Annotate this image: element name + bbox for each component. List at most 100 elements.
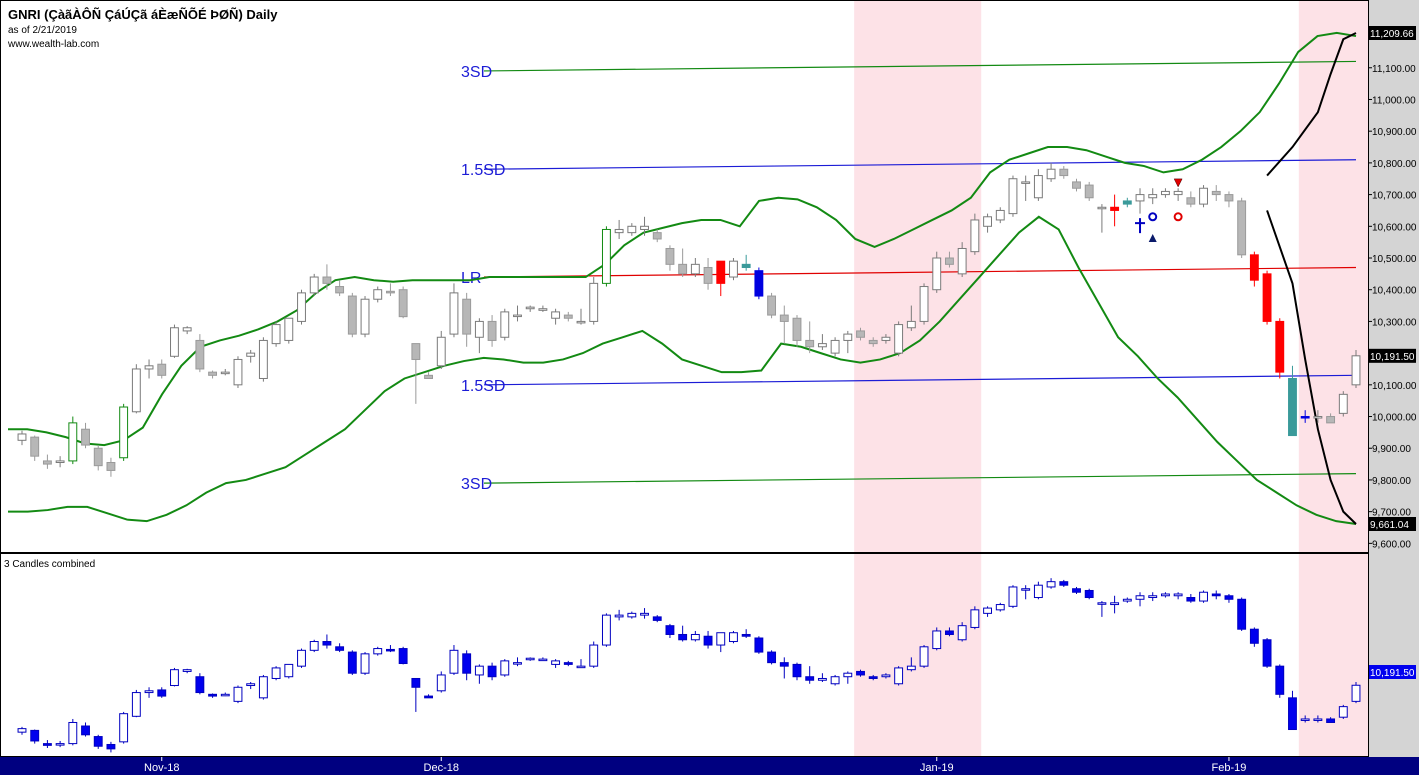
date-tick-label: Nov-18 bbox=[144, 762, 179, 774]
combined-candle-body bbox=[640, 612, 649, 616]
price-tick-label: 9,700.00 bbox=[1372, 508, 1411, 519]
combined-candle-body bbox=[932, 630, 942, 650]
candle-body bbox=[817, 343, 827, 348]
candle-body bbox=[42, 460, 52, 465]
channel-label: 1.5SD bbox=[461, 378, 505, 395]
last-value-projection-bottom-box bbox=[1369, 517, 1416, 531]
candle-body bbox=[576, 320, 586, 324]
combined-candle-body bbox=[843, 672, 853, 678]
combined-candle-body bbox=[17, 728, 27, 733]
last-value-close-box bbox=[1369, 348, 1416, 363]
candle-body bbox=[906, 320, 916, 329]
combined-candle-body bbox=[589, 644, 599, 667]
price-axis: 11,100.00 11,000.00 10,900.00 10,800.00 10,7… bbox=[1368, 64, 1417, 550]
bollinger-bands bbox=[8, 31, 1357, 526]
price-tick-label: 11,000.00 bbox=[1372, 95, 1416, 106]
price-tick-label: 9,900.00 bbox=[1372, 444, 1411, 455]
combined-candle-body bbox=[576, 665, 586, 669]
candle-body bbox=[411, 343, 421, 360]
candle-body bbox=[767, 295, 777, 316]
signal-circle bbox=[1148, 212, 1158, 222]
candle-body bbox=[1300, 416, 1310, 419]
candle-body bbox=[220, 371, 230, 375]
combined-candle-body bbox=[322, 641, 332, 646]
candle-body bbox=[945, 257, 954, 265]
candle-body bbox=[856, 330, 865, 338]
combined-candle-body bbox=[792, 663, 802, 678]
candle-body bbox=[957, 247, 967, 275]
combined-candle-body bbox=[919, 646, 929, 667]
candle-body bbox=[1072, 181, 1081, 189]
combined-candle-body bbox=[258, 676, 268, 699]
last-value-projection-bottom: 9,661.04 bbox=[1370, 520, 1409, 531]
candle-body bbox=[627, 225, 637, 234]
combined-candle-body bbox=[144, 690, 154, 694]
candle-body bbox=[106, 462, 116, 471]
combined-candle-body bbox=[462, 653, 472, 674]
combined-candle-body bbox=[754, 637, 764, 653]
candle-body bbox=[93, 447, 103, 467]
regression-line bbox=[483, 473, 1357, 484]
date-tick-label: Jan-19 bbox=[920, 762, 954, 774]
candle-body bbox=[538, 308, 548, 311]
price-tick-label: 10,500.00 bbox=[1372, 254, 1417, 265]
channel-label: 1.5SD bbox=[461, 162, 505, 179]
combined-candle-body bbox=[297, 649, 306, 667]
regression-line bbox=[483, 159, 1357, 170]
price-tick-label: 10,400.00 bbox=[1372, 286, 1417, 297]
combined-candle-body bbox=[1249, 628, 1259, 644]
combined-candle-body bbox=[487, 665, 497, 678]
candle-body bbox=[513, 314, 522, 318]
candle-body bbox=[119, 406, 129, 459]
candle-body bbox=[881, 336, 891, 341]
candle-body bbox=[1135, 194, 1145, 202]
source-link: www.wealth-lab.com bbox=[7, 39, 99, 50]
channel-label: 3SD bbox=[461, 64, 492, 81]
combined-candle-body bbox=[1033, 584, 1043, 599]
candle-body bbox=[1008, 178, 1018, 215]
price-tick-label: 10,300.00 bbox=[1372, 317, 1417, 328]
combined-candle-body bbox=[360, 653, 370, 674]
bollinger-upper-line bbox=[8, 31, 1357, 447]
combined-candle-body bbox=[1262, 639, 1272, 667]
candle-body bbox=[563, 314, 573, 319]
candle-body bbox=[1249, 254, 1259, 281]
candle-body bbox=[1110, 206, 1120, 211]
combined-candle-body bbox=[652, 616, 662, 621]
candle-body bbox=[1148, 194, 1158, 199]
combined-candle-body bbox=[767, 651, 777, 664]
combined-candle-body bbox=[627, 612, 637, 618]
candle-body bbox=[983, 216, 993, 227]
combined-candle-body bbox=[957, 625, 967, 641]
candle-body bbox=[678, 263, 688, 275]
candle-body bbox=[1211, 190, 1221, 196]
combined-candle-body bbox=[1275, 665, 1285, 695]
candle-body bbox=[436, 336, 446, 367]
combined-candle-body bbox=[424, 695, 433, 699]
regression-line bbox=[483, 266, 1357, 278]
combined-candle-body bbox=[68, 721, 78, 745]
combined-candle-body bbox=[1338, 706, 1348, 718]
candle-body bbox=[462, 298, 472, 335]
title-backdrop bbox=[6, 6, 328, 22]
candle-body bbox=[665, 247, 675, 265]
price-tick-label: 10,100.00 bbox=[1372, 381, 1417, 392]
combined-candle-body bbox=[995, 604, 1005, 611]
price-tick-label: 10,000.00 bbox=[1372, 413, 1417, 424]
combined-candle-body bbox=[945, 630, 954, 635]
combined-candle-body bbox=[1351, 684, 1361, 702]
combined-candle-body bbox=[970, 609, 980, 628]
combined-candles bbox=[17, 578, 1361, 753]
candle-body bbox=[131, 368, 141, 413]
combined-candle-body bbox=[703, 635, 713, 646]
candle-body bbox=[1313, 416, 1323, 419]
combined-candle-body bbox=[563, 662, 573, 665]
candle-body bbox=[500, 311, 510, 338]
combined-candle-body bbox=[678, 633, 688, 641]
candle-body bbox=[919, 286, 929, 322]
candle-body bbox=[347, 295, 357, 335]
candle-body bbox=[1033, 175, 1043, 199]
combined-candle-body bbox=[830, 676, 840, 685]
combined-candle-body bbox=[195, 676, 205, 694]
